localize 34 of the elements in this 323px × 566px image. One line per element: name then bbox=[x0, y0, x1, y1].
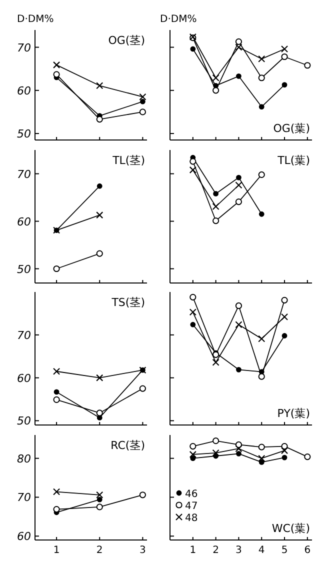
legend-label: 46 bbox=[185, 489, 198, 500]
y-tick-label: 60 bbox=[17, 215, 31, 228]
x-tick-label: 6 bbox=[304, 545, 311, 556]
text: WC(葉) bbox=[272, 522, 310, 535]
y-tick-label: 60 bbox=[17, 372, 31, 385]
x-tick-label: 1 bbox=[190, 545, 196, 556]
text: PY(葉) bbox=[277, 407, 310, 420]
y-tick-label: 70 bbox=[17, 328, 31, 342]
x-tick-label: 2 bbox=[212, 545, 219, 556]
y-axis-title: D·DM% bbox=[160, 14, 197, 25]
y-tick-label: 60 bbox=[17, 530, 31, 544]
y-tick-label: 70 bbox=[17, 168, 31, 181]
y-tick-label: 50 bbox=[17, 414, 31, 428]
x-tick-label: 1 bbox=[53, 545, 60, 556]
chart-title: TL(葉) bbox=[276, 154, 310, 167]
y-tick-label: 50 bbox=[17, 128, 31, 141]
text: OG(葉) bbox=[273, 122, 310, 135]
x-tick-label: 4 bbox=[258, 545, 265, 556]
legend-label: 47 bbox=[185, 501, 198, 512]
chart-title: TS(茎) bbox=[110, 296, 145, 309]
x-tick-label: 5 bbox=[281, 545, 288, 556]
y-tick-label: 70 bbox=[17, 491, 31, 504]
chart-title: OG(茎) bbox=[108, 34, 145, 47]
x-tick-label: 3 bbox=[236, 545, 242, 556]
y-tick-label: 50 bbox=[17, 262, 31, 276]
chart-title: TL(茎) bbox=[112, 154, 145, 167]
y-tick-label: 70 bbox=[17, 41, 31, 54]
y-tick-label: 80 bbox=[17, 452, 31, 466]
chart-title: RC(茎) bbox=[110, 439, 145, 452]
x-tick-label: 2 bbox=[96, 545, 103, 556]
y-axis-title: D·DM% bbox=[17, 14, 54, 25]
x-tick-label: 3 bbox=[140, 545, 146, 556]
legend-label: 48 bbox=[185, 513, 198, 524]
y-tick-label: 60 bbox=[17, 84, 31, 98]
